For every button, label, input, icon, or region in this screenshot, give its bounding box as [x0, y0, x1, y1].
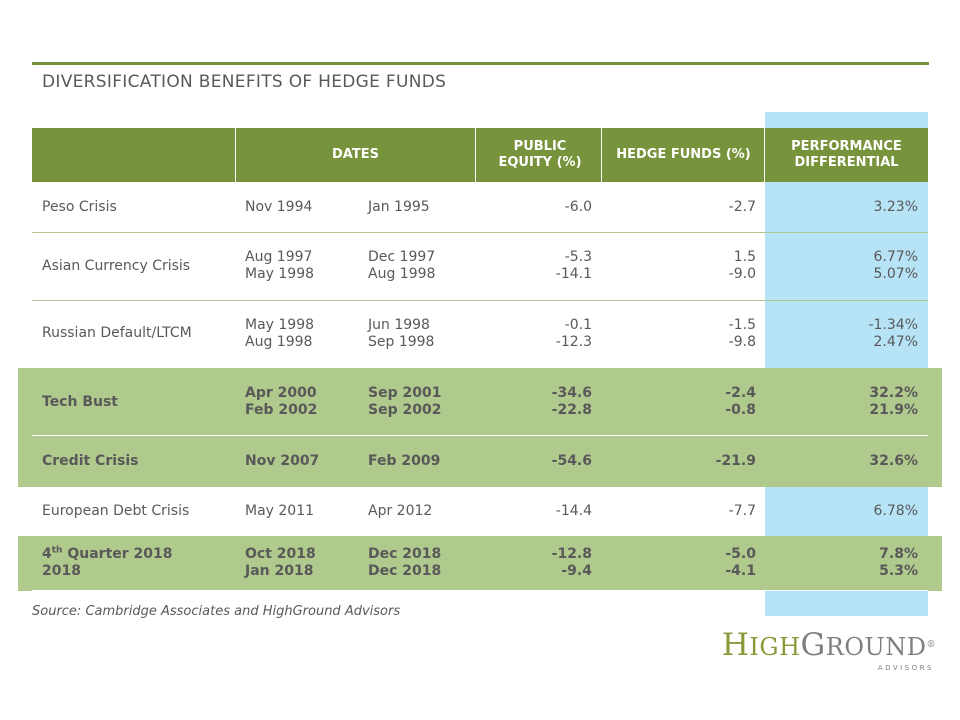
start-date: Oct 2018 [245, 546, 316, 562]
end-date: Jun 1998 [368, 317, 430, 333]
logo-high: HIGH [721, 627, 801, 663]
start-date: Apr 2000 [245, 385, 317, 401]
hedge-funds-value: -4.1 [725, 563, 756, 579]
public-equity-value: -5.3 [564, 249, 592, 265]
start-date: Aug 1998 [245, 334, 313, 350]
logo-subtitle: ADVISORS [877, 664, 934, 672]
start-date: May 2011 [245, 503, 315, 519]
hedge-funds-value: -0.8 [725, 402, 756, 418]
row-divider [32, 435, 928, 436]
crisis-name: European Debt Crisis [42, 503, 190, 519]
public-equity-value: -12.8 [551, 546, 592, 562]
row-divider [32, 590, 928, 591]
performance-column-highlight [765, 112, 928, 616]
start-date: Nov 2007 [245, 453, 320, 469]
source-note: Source: Cambridge Associates and HighGro… [32, 604, 401, 619]
performance-differential-value: 6.78% [873, 503, 918, 519]
table-row-highlighted: Credit Crisis Nov 2007 Feb 2009 -54.6 -2… [32, 436, 928, 487]
table-row: Peso Crisis Nov 1994 Jan 1995 -6.0 -2.7 … [32, 182, 928, 232]
crisis-name: Credit Crisis [42, 453, 139, 469]
title-rule [32, 62, 929, 65]
start-date: Feb 2002 [245, 402, 318, 418]
hedge-funds-value: -2.4 [725, 385, 756, 401]
public-equity-value: -12.3 [555, 334, 592, 350]
end-date: Apr 2012 [368, 503, 433, 519]
end-date: Sep 2002 [368, 402, 442, 418]
header-divider [235, 128, 236, 182]
crisis-name: Russian Default/LTCM [42, 325, 192, 341]
start-date: May 1998 [245, 266, 315, 282]
header-public-equity: PUBLIC EQUITY (%) [498, 139, 582, 170]
performance-differential-value: 5.3% [879, 563, 918, 579]
hedge-funds-value: -5.0 [725, 546, 756, 562]
table-row: European Debt Crisis May 2011 Apr 2012 -… [32, 487, 928, 536]
table-row: Russian Default/LTCM May 1998 Aug 1998 Ju… [32, 301, 928, 368]
public-equity-value: -22.8 [551, 402, 592, 418]
end-date: Dec 1997 [368, 249, 436, 265]
public-equity-value: -34.6 [551, 385, 592, 401]
highlight-band-tech-credit [18, 368, 942, 487]
performance-differential-value: 32.6% [869, 453, 918, 469]
crisis-name-line2: 2018 [42, 563, 81, 579]
public-equity-value: -6.0 [564, 199, 592, 215]
header-divider [475, 128, 476, 182]
logo-ground: GROUND [800, 627, 927, 663]
public-equity-value: -14.4 [555, 503, 592, 519]
hedge-funds-value: -21.9 [715, 453, 756, 469]
performance-differential-value: 5.07% [873, 266, 918, 282]
performance-differential-value: 2.47% [873, 334, 918, 350]
hedge-funds-value: 1.5 [733, 249, 756, 265]
performance-differential-value: 32.2% [869, 385, 918, 401]
public-equity-value: -9.4 [561, 563, 592, 579]
logo-registered-mark: ® [926, 640, 936, 650]
public-equity-value: -0.1 [564, 317, 592, 333]
row-divider [32, 232, 928, 233]
crisis-name: 4th Quarter 2018 [42, 545, 173, 562]
start-date: Nov 1994 [245, 199, 313, 215]
performance-differential-value: 7.8% [879, 546, 918, 562]
table-header: DATES PUBLIC EQUITY (%) HEDGE FUNDS (%) … [32, 128, 928, 182]
public-equity-value: -54.6 [551, 453, 592, 469]
crisis-name: Peso Crisis [42, 199, 117, 215]
end-date: Dec 2018 [368, 546, 442, 562]
performance-differential-value: 3.23% [873, 199, 918, 215]
public-equity-value: -14.1 [555, 266, 592, 282]
end-date: Sep 2001 [368, 385, 442, 401]
hedge-funds-value: -9.0 [728, 266, 756, 282]
header-divider [764, 128, 765, 182]
header-dates: DATES [332, 147, 379, 162]
table-row-highlighted: 4th Quarter 2018 2018 Oct 2018 Jan 2018 De… [32, 536, 928, 591]
end-date: Dec 2018 [368, 563, 442, 579]
header-performance-differential: PERFORMANCE DIFFERENTIAL [791, 139, 902, 170]
end-date: Jan 1995 [368, 199, 430, 215]
highground-logo: HIGHGROUND® ADVISORS [722, 628, 936, 672]
header-hedge-funds: HEDGE FUNDS (%) [616, 147, 751, 162]
end-date: Feb 2009 [368, 453, 441, 469]
page-title: DIVERSIFICATION BENEFITS OF HEDGE FUNDS [42, 72, 447, 92]
hedge-funds-value: -9.8 [728, 334, 756, 350]
row-divider [32, 300, 928, 301]
hedge-funds-value: -7.7 [728, 503, 756, 519]
hedge-funds-value: -1.5 [728, 317, 756, 333]
end-date: Aug 1998 [368, 266, 436, 282]
performance-differential-value: 6.77% [873, 249, 918, 265]
performance-differential-value: 21.9% [869, 402, 918, 418]
start-date: May 1998 [245, 317, 315, 333]
highlight-band-q4-2018 [18, 536, 942, 591]
hedge-funds-value: -2.7 [728, 199, 756, 215]
header-divider [601, 128, 602, 182]
start-date: Jan 2018 [245, 563, 314, 579]
crisis-name: Tech Bust [42, 394, 118, 410]
table-row-highlighted: Tech Bust Apr 2000 Feb 2002 Sep 2001 Sep 2… [32, 368, 928, 435]
start-date: Aug 1997 [245, 249, 313, 265]
performance-differential-value: -1.34% [868, 317, 918, 333]
end-date: Sep 1998 [368, 334, 435, 350]
crisis-name: Asian Currency Crisis [42, 258, 191, 274]
table-row: Asian Currency Crisis Aug 1997 May 1998 D… [32, 233, 928, 300]
